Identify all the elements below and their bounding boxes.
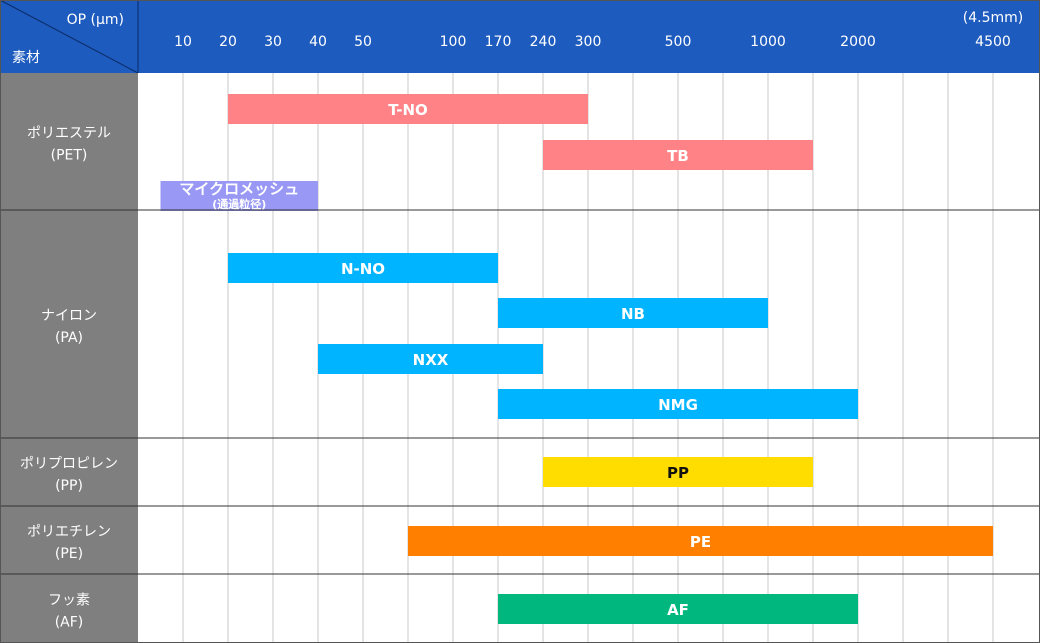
material-name: ポリエステル	[27, 126, 111, 142]
material-code: (PP)	[55, 478, 83, 494]
material-code: (PE)	[55, 546, 83, 562]
x-tick-label: 30	[264, 34, 282, 50]
x-tick-label: 50	[354, 34, 372, 50]
x-tick-label: 10	[174, 34, 192, 50]
x-tick-label: 500	[665, 34, 692, 50]
range-bar	[543, 457, 813, 487]
x-tick-label: 20	[219, 34, 237, 50]
bar-label: PE	[690, 533, 711, 551]
bar-label: マイクロメッシュ	[179, 180, 299, 198]
bar-label: TB	[667, 147, 689, 165]
x-extra-label: (4.5mm)	[963, 10, 1023, 26]
x-tick-label: 4500	[975, 34, 1011, 50]
x-tick-label: 1000	[750, 34, 786, 50]
range-bar	[498, 594, 858, 624]
material-axis-label: 素材	[12, 50, 40, 66]
range-bar	[160, 181, 318, 211]
bar-label: NXX	[413, 351, 449, 369]
bar-label: PP	[667, 464, 689, 482]
range-bar	[408, 526, 993, 556]
material-code: (PET)	[51, 148, 88, 164]
range-bar	[228, 94, 588, 124]
bar-label: T-NO	[388, 101, 428, 119]
header-band	[0, 0, 1040, 73]
material-code: (AF)	[55, 615, 84, 631]
bar-label: NMG	[658, 396, 698, 414]
op-axis-label: OP (μm)	[67, 12, 124, 28]
material-name: ナイロン	[41, 308, 97, 324]
range-bar	[498, 298, 768, 328]
range-bar	[318, 344, 543, 374]
corner-diagonal	[0, 0, 139, 74]
range-bar	[543, 140, 813, 170]
bar-label: AF	[667, 601, 689, 619]
material-name: ポリプロピレン	[20, 456, 118, 472]
bar-label: NB	[621, 305, 645, 323]
x-tick-label: 240	[530, 34, 557, 50]
x-tick-label: 40	[309, 34, 327, 50]
range-bar	[498, 389, 858, 419]
range-bar	[228, 253, 498, 283]
x-tick-label: 100	[440, 34, 467, 50]
material-name: フッ素	[48, 593, 90, 609]
material-sidebar	[0, 73, 138, 643]
x-tick-label: 170	[485, 34, 512, 50]
material-code: (PA)	[55, 330, 83, 346]
bar-label: N-NO	[341, 260, 385, 278]
bar-sublabel: (通過粒径)	[212, 197, 266, 211]
material-name: ポリエチレン	[27, 524, 111, 540]
x-tick-label: 300	[575, 34, 602, 50]
x-tick-label: 2000	[840, 34, 876, 50]
